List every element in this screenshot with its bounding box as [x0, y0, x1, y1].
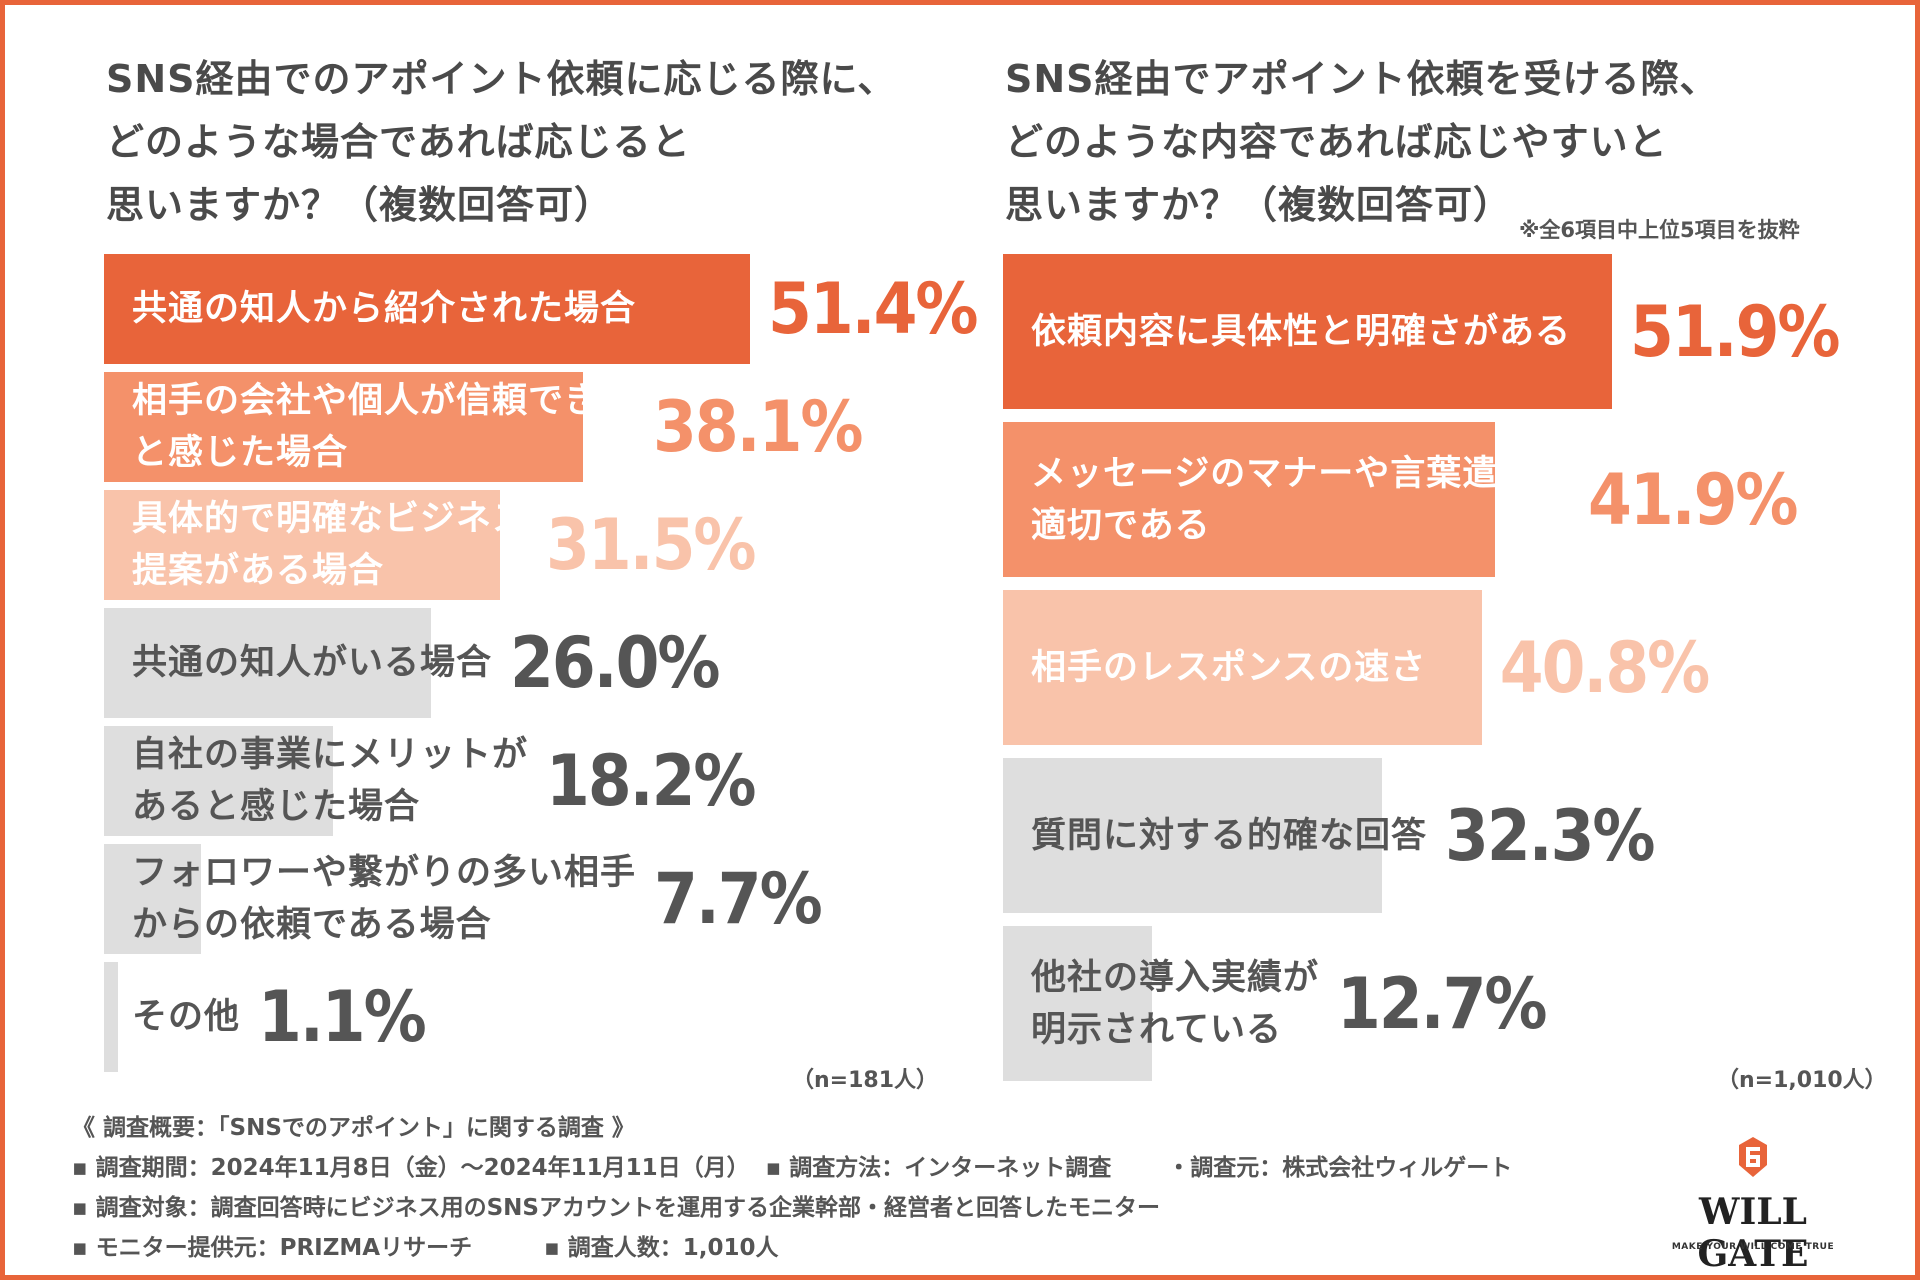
- right-sample-size: （n=1,010人）: [1717, 1068, 1887, 1093]
- bar-label: 共通の知人がいる場合: [132, 643, 493, 683]
- bar-label: 他社の導入実績が 明示されている: [1031, 957, 1320, 1050]
- value-label: 32.3%: [1445, 794, 1655, 877]
- bar-row: その他 1.1%: [104, 962, 924, 1072]
- value-label: 40.8%: [1499, 626, 1710, 709]
- bar-row: 相手のレスポンスの速さ 40.8%: [1003, 590, 1863, 745]
- survey-period-method-source: ▪ 調査期間：2024年11月8日（金）〜2024年11月11日（月） ▪ 調査…: [72, 1155, 1513, 1181]
- bar-label: 共通の知人から紹介された場合: [132, 289, 637, 329]
- logo-wordmark: WILL GATE: [1697, 1191, 1809, 1275]
- bar: [104, 844, 201, 954]
- bar-label: 質問に対する的確な回答: [1031, 815, 1428, 856]
- bar: [104, 490, 500, 600]
- survey-provider-count: ▪ モニター提供元：PRIZMAリサーチ ▪ 調査人数：1,010人: [72, 1235, 779, 1261]
- value-label: 18.2%: [546, 740, 756, 822]
- bar-row: メッセージのマナーや言葉遣いが 適切である 41.9%: [1003, 422, 1863, 577]
- bar: [1003, 758, 1382, 913]
- bar-label: 相手のレスポンスの速さ: [1031, 647, 1427, 688]
- bar-label: 相手の会社や個人が信頼できる と感じた場合: [132, 381, 636, 473]
- bar-label: 依頼内容に具体性と明確さがある: [1031, 311, 1572, 352]
- bar-label: その他: [132, 997, 241, 1037]
- bar-label: メッセージのマナーや言葉遣いが 適切である: [1031, 453, 1571, 546]
- willgate-logo-icon: [1739, 1137, 1767, 1177]
- bar: [104, 372, 583, 482]
- survey-target: ▪ 調査対象：調査回答時にビジネス用のSNSアカウントを運用する企業幹部・経営者…: [72, 1195, 1160, 1221]
- bar-row: 他社の導入実績が 明示されている 12.7%: [1003, 926, 1863, 1081]
- bar-row: 具体的で明確なビジネス 提案がある場合 31.5%: [104, 490, 924, 600]
- bar-row: 自社の事業にメリットが あると感じた場合 18.2%: [104, 726, 924, 836]
- bar-label: 具体的で明確なビジネス 提案がある場合: [132, 499, 529, 591]
- bar-row: 質問に対する的確な回答 32.3%: [1003, 758, 1863, 913]
- bar: [1003, 422, 1495, 577]
- right-note: ※全6項目中上位5項目を抜粋: [1519, 218, 1800, 242]
- right-question-title: SNS経由でアポイント依頼を受ける際、 どのような内容であれば応じやすいと 思い…: [1005, 57, 1719, 227]
- value-label: 41.9%: [1588, 458, 1798, 541]
- bar-row: フォロワーや繋がりの多い相手 からの依頼である場合 7.7%: [104, 844, 924, 954]
- logo-tagline: MAKE YOUR WILL COME TRUE: [1671, 1242, 1835, 1252]
- value-label: 12.7%: [1337, 962, 1547, 1045]
- left-bar-chart: 共通の知人から紹介された場合 51.4% 相手の会社や個人が信頼できる と感じた場合…: [104, 0, 978, 1090]
- bar-row: 共通の知人がいる場合 26.0%: [104, 608, 924, 718]
- right-bar-chart: 依頼内容に具体性と明確さがある 51.9% メッセージのマナーや言葉遣いが 適切であ…: [1003, 0, 1863, 1090]
- bar-row: 依頼内容に具体性と明確さがある 51.9%: [1003, 254, 1863, 409]
- left-panel: SNS経由でのアポイント依頼に応じる際に、 どのような場合であれば応じると 思い…: [104, 0, 978, 1093]
- right-panel: SNS経由でアポイント依頼を受ける際、 どのような内容であれば応じやすいと 思い…: [1003, 0, 1887, 1093]
- left-question-title: SNS経由でのアポイント依頼に応じる際に、 どのような場合であれば応じると 思い…: [106, 57, 897, 227]
- bar-label: 自社の事業にメリットが あると感じた場合: [132, 735, 529, 827]
- value-label: 38.1%: [653, 386, 863, 468]
- bar: [104, 254, 750, 364]
- willgate-logo: WILL GATE MAKE YOUR WILL COME TRUE: [1638, 1135, 1868, 1275]
- bar: [104, 608, 431, 718]
- value-label: 51.4%: [768, 268, 978, 350]
- value-label: 1.1%: [258, 976, 427, 1058]
- bar: [1003, 590, 1482, 745]
- bar: [104, 726, 333, 836]
- value-label: 31.5%: [546, 504, 756, 586]
- bar-row: 共通の知人から紹介された場合 51.4%: [104, 254, 978, 364]
- bar: [1003, 926, 1153, 1081]
- bar-label: フォロワーや繋がりの多い相手 からの依頼である場合: [132, 853, 637, 945]
- bar-row: 相手の会社や個人が信頼できる と感じた場合 38.1%: [104, 372, 924, 482]
- bar: [104, 962, 118, 1072]
- left-sample-size: （n=181人）: [792, 1068, 939, 1093]
- bar: [1003, 254, 1612, 409]
- survey-heading: 《 調査概要：「SNSでのアポイント」に関する調査 》: [72, 1115, 635, 1141]
- value-label: 7.7%: [654, 858, 823, 940]
- survey-summary: 《 調査概要：「SNSでのアポイント」に関する調査 》 ▪ 調査期間：2024年…: [72, 1108, 1572, 1268]
- value-label: 51.9%: [1630, 290, 1840, 373]
- value-label: 26.0%: [510, 622, 720, 704]
